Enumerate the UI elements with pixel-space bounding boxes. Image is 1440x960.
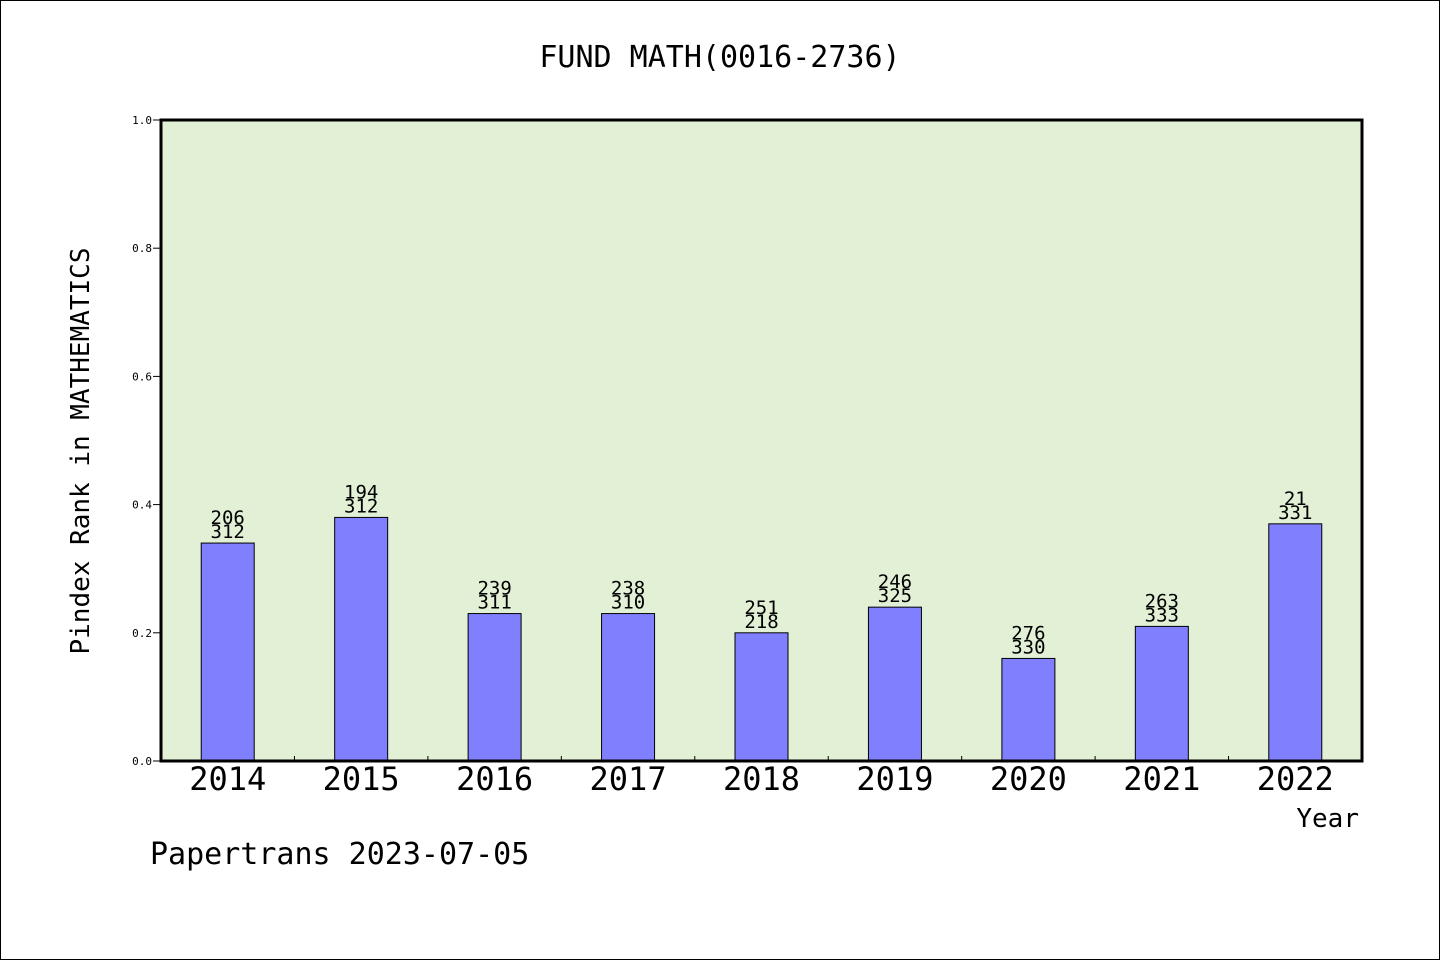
x-tick-label: 2018 — [723, 760, 800, 798]
bar-label-top: 21 — [1284, 488, 1307, 510]
y-tick-label: 0.0 — [132, 755, 152, 768]
bar-2019 — [867, 606, 922, 762]
y-tick-label: 0.6 — [132, 370, 152, 383]
x-tick-label: 2021 — [1123, 760, 1200, 798]
y-tick-label: 0.8 — [132, 242, 152, 255]
chart-title: FUND MATH(0016-2736) — [539, 40, 900, 75]
y-tick-label: 0.4 — [132, 499, 152, 512]
bar-label-bottom: 331 — [1278, 502, 1312, 524]
y-tick-label: 1.0 — [132, 114, 152, 127]
bar-2015 — [334, 516, 389, 762]
y-tick-label: 0.2 — [132, 627, 152, 640]
bar-label-bottom: 310 — [611, 592, 645, 614]
x-tick-label: 2014 — [189, 760, 266, 798]
bar-label-top: 246 — [878, 571, 912, 593]
x-tick-label: 2022 — [1257, 760, 1334, 798]
bar-label-top: 194 — [344, 481, 378, 503]
bar-label-bottom: 333 — [1145, 604, 1179, 626]
bar-label-bottom: 325 — [878, 585, 912, 607]
y-axis-label: Pindex Rank in MATHEMATICS — [66, 248, 96, 655]
bar-2020 — [1001, 657, 1056, 762]
bar-2018 — [734, 632, 789, 762]
bar-label-bottom: 330 — [1011, 636, 1045, 658]
x-tick-label: 2019 — [856, 760, 933, 798]
bar-2017 — [601, 613, 656, 762]
bar-2014 — [200, 542, 255, 762]
x-tick-label: 2015 — [323, 760, 400, 798]
bar-2022 — [1268, 523, 1323, 762]
bar-2016 — [467, 613, 522, 762]
footer-text: Papertrans 2023-07-05 — [150, 837, 529, 872]
x-tick-label: 2017 — [590, 760, 667, 798]
bar-label-top: 263 — [1145, 590, 1179, 612]
bar-labels: 2014206312201519431220162393112017238310… — [189, 481, 1334, 798]
bar-label-bottom: 311 — [477, 592, 511, 614]
bars — [200, 516, 1323, 762]
bar-label-top: 251 — [744, 597, 778, 619]
bar-2021 — [1134, 625, 1189, 762]
x-tick-label: 2020 — [990, 760, 1067, 798]
plot-frame — [159, 118, 1364, 763]
bar-label-bottom: 312 — [344, 495, 378, 517]
x-tick-label: 2016 — [456, 760, 533, 798]
bar-label-top: 239 — [477, 578, 511, 600]
x-axis-label: Year — [1296, 804, 1359, 834]
bar-label-bottom: 218 — [744, 611, 778, 633]
bar-label-bottom: 312 — [211, 521, 245, 543]
bar-label-top: 276 — [1011, 622, 1045, 644]
bar-label-top: 238 — [611, 578, 645, 600]
bar-label-top: 206 — [211, 507, 245, 529]
